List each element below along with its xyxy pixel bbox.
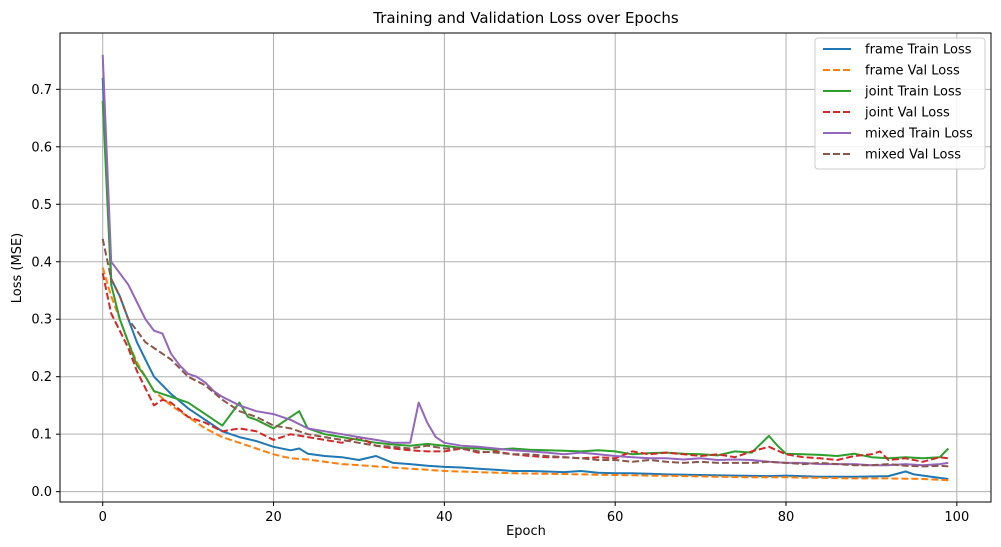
y-tick-label: 0.4: [31, 255, 52, 270]
legend-label-joint-train-loss: joint Train Loss: [864, 85, 962, 100]
series-line-joint-train-loss: [101, 100, 950, 460]
legend-label-frame-val-loss: frame Val Loss: [865, 64, 960, 79]
legend-label-mixed-train-loss: mixed Train Loss: [865, 127, 973, 142]
x-tick-label: 0: [99, 510, 107, 525]
y-tick-label: 0.7: [31, 83, 52, 98]
legend-label-mixed-val-loss: mixed Val Loss: [865, 148, 961, 163]
series-line-mixed-train-loss: [101, 54, 949, 467]
legend-label-frame-train-loss: frame Train Loss: [865, 43, 972, 58]
x-tick-label: 40: [436, 510, 453, 525]
y-tick-label: 0.5: [31, 198, 52, 213]
x-tick-label: 80: [778, 510, 795, 525]
chart-title: Training and Validation Loss over Epochs: [372, 9, 679, 27]
series-line-mixed-val-loss: [101, 238, 949, 468]
legend: frame Train Loss frame Val Loss joint Trai…: [814, 37, 986, 170]
x-tick-label: 60: [607, 510, 624, 525]
plot-frame: [59, 32, 992, 503]
legend-box: [814, 37, 986, 170]
y-tick-label: 0.1: [31, 428, 52, 443]
axis-ticks: 0 20 40 60 80 100 0.0 0.1 0.2 0.3 0.4 0.5 0.6 0.7: [31, 83, 969, 525]
legend-entries: frame Train Loss frame Val Loss joint Trai…: [823, 43, 973, 163]
series-line-frame-val-loss: [101, 267, 949, 482]
series-line-frame-train-loss: [101, 77, 949, 480]
y-tick-label: 0.6: [31, 140, 52, 155]
x-tick-label: 20: [265, 510, 282, 525]
legend-label-joint-val-loss: joint Val Loss: [864, 106, 950, 121]
x-tick-label: 100: [944, 510, 969, 525]
y-tick-label: 0.3: [31, 313, 52, 328]
y-axis-title: Loss (MSE): [10, 233, 25, 303]
y-tick-label: 0.0: [31, 485, 52, 500]
series-lines: [101, 54, 950, 482]
x-axis-title: Epoch: [506, 524, 546, 539]
y-tick-label: 0.2: [31, 370, 52, 385]
